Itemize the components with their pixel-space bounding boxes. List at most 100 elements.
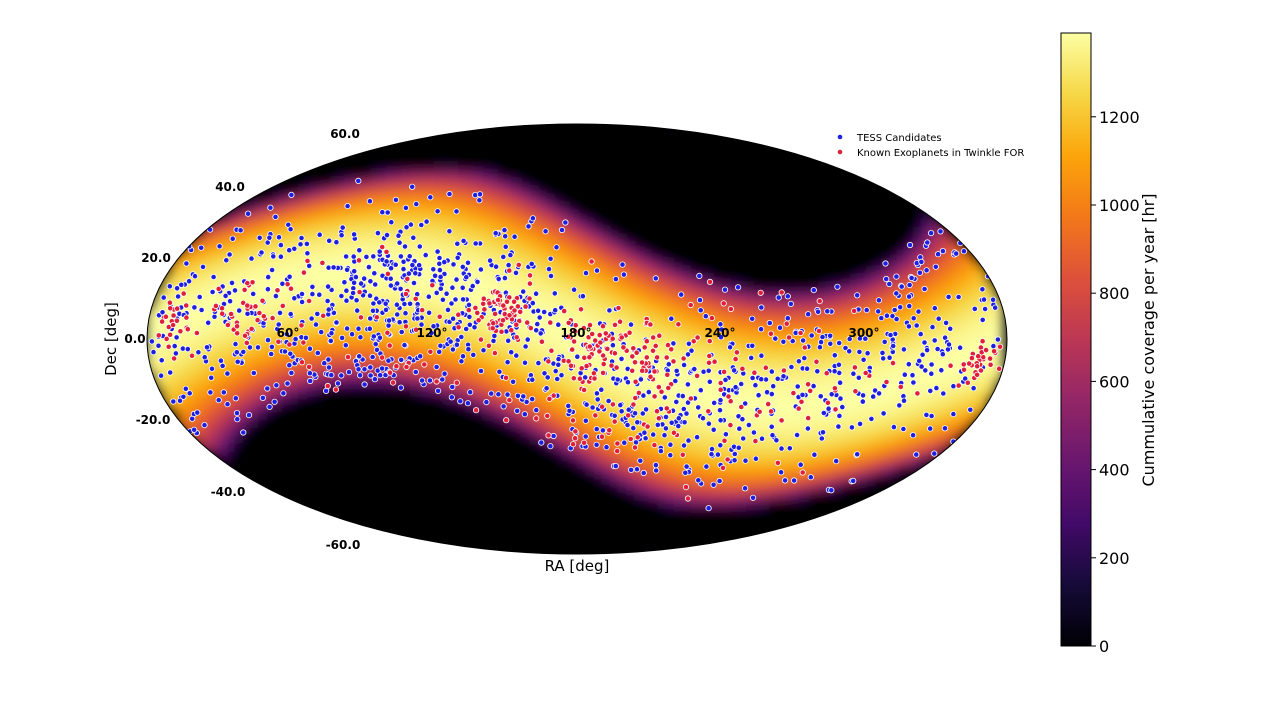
heatmap-cell bbox=[898, 331, 908, 341]
heatmap-cell bbox=[970, 267, 980, 277]
tess-candidate-point bbox=[418, 377, 426, 384]
heatmap-cell bbox=[674, 499, 684, 509]
heatmap-cell bbox=[594, 155, 604, 165]
heatmap-cell bbox=[586, 243, 596, 253]
heatmap-cell bbox=[362, 403, 372, 413]
heatmap-cell bbox=[810, 219, 820, 229]
heatmap-cell bbox=[874, 323, 884, 333]
heatmap-cell bbox=[778, 403, 788, 413]
heatmap-cell bbox=[602, 547, 612, 554]
heatmap-cell bbox=[394, 291, 404, 301]
heatmap-cell bbox=[450, 307, 460, 317]
tess-candidate-point bbox=[382, 300, 389, 307]
heatmap-cell bbox=[602, 267, 612, 277]
heatmap-cell bbox=[706, 235, 716, 245]
heatmap-cell bbox=[434, 299, 444, 309]
heatmap-cell bbox=[338, 315, 348, 325]
heatmap-cell bbox=[298, 419, 308, 429]
tess-candidate-point bbox=[324, 297, 331, 305]
heatmap-cell bbox=[514, 363, 524, 373]
heatmap-cell bbox=[802, 187, 812, 197]
heatmap-cell bbox=[386, 155, 396, 165]
heatmap-cell bbox=[282, 283, 292, 293]
heatmap-cell bbox=[770, 395, 780, 405]
heatmap-cell bbox=[818, 323, 828, 333]
heatmap-cell bbox=[226, 379, 236, 389]
heatmap-cell bbox=[330, 443, 340, 453]
heatmap-cell bbox=[274, 403, 284, 413]
heatmap-cell bbox=[162, 291, 172, 301]
heatmap-cell bbox=[202, 331, 212, 341]
heatmap-cell bbox=[498, 331, 508, 341]
heatmap-cell bbox=[722, 139, 732, 149]
heatmap-cell bbox=[586, 299, 596, 309]
heatmap-cell bbox=[458, 171, 468, 181]
heatmap-cell bbox=[514, 523, 524, 533]
heatmap-cell bbox=[834, 323, 844, 333]
heatmap-cell bbox=[970, 339, 980, 349]
heatmap-cell bbox=[314, 459, 324, 469]
heatmap-cell bbox=[394, 155, 404, 165]
tess-candidate-point bbox=[355, 325, 362, 332]
heatmap-cell bbox=[442, 299, 452, 309]
heatmap-cell bbox=[242, 347, 252, 357]
heatmap-cell bbox=[442, 395, 452, 405]
heatmap-cell bbox=[746, 179, 756, 189]
heatmap-cell bbox=[698, 403, 708, 413]
heatmap-cell bbox=[570, 483, 580, 493]
heatmap-cell bbox=[282, 467, 292, 477]
heatmap-cell bbox=[834, 459, 844, 469]
heatmap-cell bbox=[258, 427, 268, 437]
heatmap-cell bbox=[794, 211, 804, 221]
heatmap-cell bbox=[386, 411, 396, 421]
heatmap-cell bbox=[314, 275, 324, 285]
heatmap-cell bbox=[410, 411, 420, 421]
heatmap-cell bbox=[514, 131, 524, 141]
heatmap-cell bbox=[154, 315, 164, 325]
heatmap-cell bbox=[314, 499, 324, 509]
heatmap-cell bbox=[986, 315, 996, 325]
heatmap-cell bbox=[418, 467, 428, 477]
heatmap-cell bbox=[314, 339, 324, 349]
heatmap-cell bbox=[538, 395, 548, 405]
heatmap-cell bbox=[698, 427, 708, 437]
heatmap-cell bbox=[578, 403, 588, 413]
heatmap-cell bbox=[674, 187, 684, 197]
tess-candidate-point bbox=[434, 208, 441, 215]
heatmap-cell bbox=[178, 387, 188, 397]
heatmap-cell bbox=[626, 539, 636, 549]
heatmap-cell bbox=[514, 124, 524, 133]
heatmap-cell bbox=[346, 195, 356, 205]
heatmap-cell bbox=[554, 203, 564, 213]
heatmap-cell bbox=[282, 315, 292, 325]
heatmap-cell bbox=[962, 267, 972, 277]
heatmap-cell bbox=[810, 419, 820, 429]
heatmap-cell bbox=[826, 459, 836, 469]
heatmap-cell bbox=[906, 267, 916, 277]
heatmap-cell bbox=[834, 219, 844, 229]
heatmap-cell bbox=[378, 211, 388, 221]
tess-candidate-point bbox=[342, 342, 349, 349]
tess-candidate-point bbox=[291, 245, 298, 252]
heatmap-cell bbox=[410, 475, 420, 485]
heatmap-cell bbox=[746, 163, 756, 173]
heatmap-cell bbox=[186, 371, 196, 381]
heatmap-cell bbox=[858, 363, 868, 373]
heatmap-cell bbox=[594, 411, 604, 421]
heatmap-cell bbox=[354, 347, 364, 357]
heatmap-cell bbox=[522, 523, 532, 533]
heatmap-cell bbox=[218, 435, 228, 445]
tess-candidate-point bbox=[361, 381, 368, 388]
heatmap-cell bbox=[170, 403, 180, 413]
heatmap-cell bbox=[282, 491, 292, 501]
heatmap-cell bbox=[274, 291, 284, 301]
heatmap-cell bbox=[538, 131, 548, 141]
heatmap-cell bbox=[922, 403, 932, 413]
heatmap-cell bbox=[570, 355, 580, 365]
heatmap-cell bbox=[570, 171, 580, 181]
heatmap-cell bbox=[786, 243, 796, 253]
heatmap-cell bbox=[450, 539, 460, 549]
heatmap-cell bbox=[338, 363, 348, 373]
heatmap-cell bbox=[410, 491, 420, 501]
heatmap-cell bbox=[778, 315, 788, 325]
